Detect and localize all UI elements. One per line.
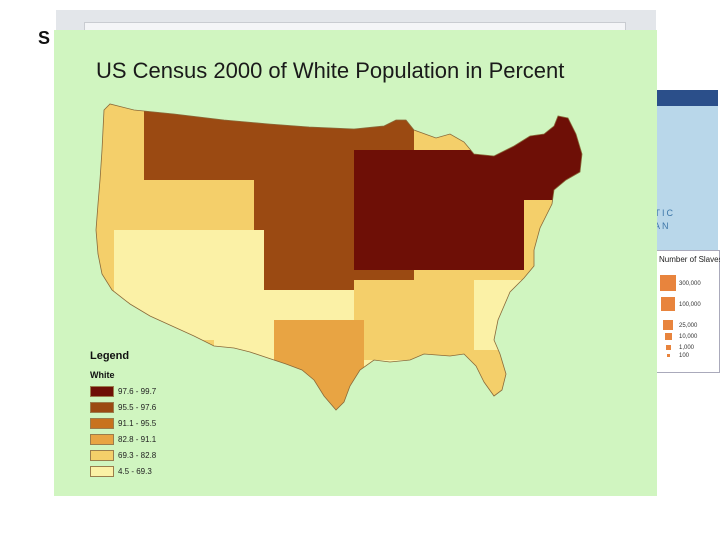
ocean-label: NTIC AN [640,207,675,233]
region-fill-southwest [114,230,264,340]
slave-legend-swatch [666,345,671,350]
legend-row: 95.5 - 97.6 [90,401,157,413]
slave-legend-swatch [667,354,670,357]
background-map-header-bar [656,90,718,106]
legend-swatch [90,449,114,461]
legend-range: 82.8 - 91.1 [118,434,157,444]
slave-legend-swatch [665,333,672,340]
region-fill-northeast [484,104,582,200]
region-fill-texas [274,320,364,410]
slave-legend-title: Number of Slaves [659,255,720,264]
ocean-label-line2: AN [654,221,671,231]
legend-row: 82.8 - 91.1 [90,433,157,445]
county-fill-layer [96,104,582,410]
region-fill-delta [354,280,474,360]
ocean-label-line1: NTIC [646,208,675,218]
slave-legend-swatch [661,297,675,311]
slave-legend-value: 100 [679,353,690,359]
slave-legend-value: 10,000 [679,334,698,340]
legend-row: 91.1 - 95.5 [90,417,157,429]
slave-legend-value: 300,000 [679,281,701,287]
legend-field-name: White [90,370,115,380]
slave-legend-value: 100,000 [679,302,701,308]
legend-row: 69.3 - 82.8 [90,449,157,461]
slave-legend-swatch [660,275,676,291]
legend-range: 95.5 - 97.6 [118,402,157,412]
map-title: US Census 2000 of White Population in Pe… [96,58,565,83]
legend-range: 4.5 - 69.3 [118,466,152,476]
region-fill-florida [454,350,514,410]
slide-title-letter: S [38,28,51,48]
legend-row: 97.6 - 99.7 [90,385,157,397]
slave-legend-swatch [663,320,673,330]
slave-legend-value: 1,000 [679,345,695,351]
legend-range: 97.6 - 99.7 [118,386,157,396]
census-map-panel: US Census 2000 of White Population in Pe… [54,30,657,496]
legend-range: 69.3 - 82.8 [118,450,157,460]
slave-legend: Number of Slaves 300,000 100,000 25,000 … [656,250,720,373]
legend-swatch [90,417,114,429]
legend-swatch [90,401,114,413]
legend-heading: Legend [90,350,130,362]
legend-row: 4.5 - 69.3 [90,465,152,477]
us-county-map [95,103,583,411]
legend-swatch [90,465,114,477]
legend-swatch [90,385,114,397]
legend-swatch [90,433,114,445]
slave-legend-value: 25,000 [679,323,698,329]
us-outline [95,103,583,411]
legend-range: 91.1 - 95.5 [118,418,157,428]
